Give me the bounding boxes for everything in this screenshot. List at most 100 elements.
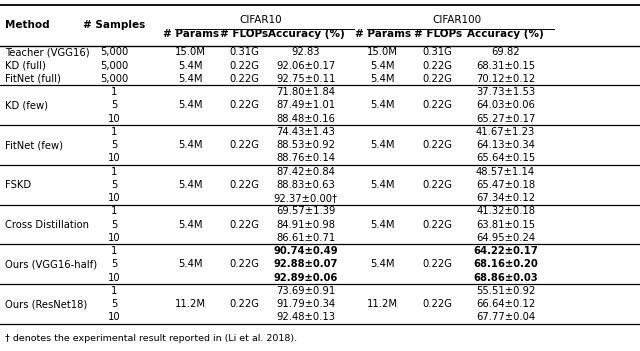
Text: CIFAR10: CIFAR10 (240, 15, 282, 25)
Text: 86.61±0.71: 86.61±0.71 (276, 233, 335, 243)
Text: 66.64±0.12: 66.64±0.12 (476, 299, 535, 309)
Text: 37.73±1.53: 37.73±1.53 (476, 87, 535, 97)
Text: † denotes the experimental result reported in (Li et al. 2018).: † denotes the experimental result report… (5, 334, 297, 343)
Text: 84.91±0.98: 84.91±0.98 (276, 220, 335, 230)
Text: 1: 1 (111, 246, 117, 256)
Text: 92.88±0.07: 92.88±0.07 (274, 259, 338, 269)
Text: 92.37±0.00†: 92.37±0.00† (274, 193, 338, 203)
Text: 5.4M: 5.4M (371, 220, 395, 230)
Text: 5: 5 (111, 220, 117, 230)
Text: FitNet (full): FitNet (full) (5, 74, 61, 84)
Text: 0.22G: 0.22G (230, 220, 259, 230)
Text: 69.57±1.39: 69.57±1.39 (276, 206, 335, 216)
Text: 0.22G: 0.22G (230, 259, 259, 269)
Text: Accuracy (%): Accuracy (%) (467, 29, 544, 39)
Text: 41.67±1.23: 41.67±1.23 (476, 127, 535, 137)
Text: 5.4M: 5.4M (179, 100, 203, 110)
Text: 91.79±0.34: 91.79±0.34 (276, 299, 335, 309)
Text: # Params: # Params (355, 29, 411, 39)
Text: Ours (VGG16-half): Ours (VGG16-half) (5, 259, 97, 269)
Text: 92.48±0.13: 92.48±0.13 (276, 312, 335, 322)
Text: 5.4M: 5.4M (179, 220, 203, 230)
Text: 74.43±1.43: 74.43±1.43 (276, 127, 335, 137)
Text: 10: 10 (108, 113, 120, 124)
Text: 10: 10 (108, 312, 120, 322)
Text: 64.03±0.06: 64.03±0.06 (476, 100, 535, 110)
Text: 0.22G: 0.22G (230, 180, 259, 190)
Text: # FLOPs: # FLOPs (220, 29, 269, 39)
Text: 63.81±0.15: 63.81±0.15 (476, 220, 535, 230)
Text: 5.4M: 5.4M (179, 180, 203, 190)
Text: 68.86±0.03: 68.86±0.03 (474, 273, 538, 283)
Text: FitNet (few): FitNet (few) (5, 140, 63, 150)
Text: 65.47±0.18: 65.47±0.18 (476, 180, 535, 190)
Text: Ours (ResNet18): Ours (ResNet18) (5, 299, 88, 309)
Text: 5,000: 5,000 (100, 60, 128, 71)
Text: 15.0M: 15.0M (367, 47, 398, 57)
Text: 0.22G: 0.22G (423, 220, 452, 230)
Text: 10: 10 (108, 273, 120, 283)
Text: Cross Distillation: Cross Distillation (5, 220, 89, 230)
Text: 10: 10 (108, 153, 120, 163)
Text: 71.80±1.84: 71.80±1.84 (276, 87, 335, 97)
Text: 5: 5 (111, 259, 117, 269)
Text: 68.16±0.20: 68.16±0.20 (473, 259, 538, 269)
Text: 1: 1 (111, 166, 117, 177)
Text: 88.76±0.14: 88.76±0.14 (276, 153, 335, 163)
Text: Teacher (VGG16): Teacher (VGG16) (5, 47, 90, 57)
Text: 1: 1 (111, 87, 117, 97)
Text: 5,000: 5,000 (100, 47, 128, 57)
Text: 5: 5 (111, 180, 117, 190)
Text: CIFAR100: CIFAR100 (433, 15, 481, 25)
Text: 5.4M: 5.4M (179, 60, 203, 71)
Text: 64.22±0.17: 64.22±0.17 (473, 246, 538, 256)
Text: # Params: # Params (163, 29, 219, 39)
Text: KD (full): KD (full) (5, 60, 46, 71)
Text: 0.22G: 0.22G (423, 60, 452, 71)
Text: 92.83: 92.83 (292, 47, 320, 57)
Text: 92.89±0.06: 92.89±0.06 (274, 273, 338, 283)
Text: 5.4M: 5.4M (179, 259, 203, 269)
Text: 0.22G: 0.22G (230, 140, 259, 150)
Text: 64.95±0.24: 64.95±0.24 (476, 233, 535, 243)
Text: 65.27±0.17: 65.27±0.17 (476, 113, 535, 124)
Text: 5.4M: 5.4M (371, 140, 395, 150)
Text: 67.77±0.04: 67.77±0.04 (476, 312, 535, 322)
Text: 0.31G: 0.31G (423, 47, 452, 57)
Text: 87.42±0.84: 87.42±0.84 (276, 166, 335, 177)
Text: 0.22G: 0.22G (423, 140, 452, 150)
Text: 5: 5 (111, 140, 117, 150)
Text: 0.22G: 0.22G (230, 100, 259, 110)
Text: 5: 5 (111, 299, 117, 309)
Text: 41.32±0.18: 41.32±0.18 (476, 206, 535, 216)
Text: 1: 1 (111, 127, 117, 137)
Text: 48.57±1.14: 48.57±1.14 (476, 166, 535, 177)
Text: 11.2M: 11.2M (175, 299, 206, 309)
Text: 5.4M: 5.4M (371, 60, 395, 71)
Text: 90.74±0.49: 90.74±0.49 (274, 246, 338, 256)
Text: 73.69±0.91: 73.69±0.91 (276, 286, 335, 296)
Text: 5: 5 (111, 100, 117, 110)
Text: FSKD: FSKD (5, 180, 31, 190)
Text: 1: 1 (111, 286, 117, 296)
Text: 1: 1 (111, 206, 117, 216)
Text: 5.4M: 5.4M (371, 180, 395, 190)
Text: 64.13±0.34: 64.13±0.34 (476, 140, 535, 150)
Text: 67.34±0.12: 67.34±0.12 (476, 193, 535, 203)
Text: 68.31±0.15: 68.31±0.15 (476, 60, 535, 71)
Text: 92.06±0.17: 92.06±0.17 (276, 60, 335, 71)
Text: 0.22G: 0.22G (423, 299, 452, 309)
Text: 5.4M: 5.4M (179, 140, 203, 150)
Text: 10: 10 (108, 193, 120, 203)
Text: 5.4M: 5.4M (371, 100, 395, 110)
Text: 15.0M: 15.0M (175, 47, 206, 57)
Text: 0.22G: 0.22G (230, 74, 259, 84)
Text: 0.22G: 0.22G (423, 100, 452, 110)
Text: 88.53±0.92: 88.53±0.92 (276, 140, 335, 150)
Text: 92.75±0.11: 92.75±0.11 (276, 74, 335, 84)
Text: # FLOPs: # FLOPs (413, 29, 462, 39)
Text: 0.22G: 0.22G (423, 259, 452, 269)
Text: Method: Method (5, 20, 50, 31)
Text: 87.49±1.01: 87.49±1.01 (276, 100, 335, 110)
Text: 0.31G: 0.31G (230, 47, 259, 57)
